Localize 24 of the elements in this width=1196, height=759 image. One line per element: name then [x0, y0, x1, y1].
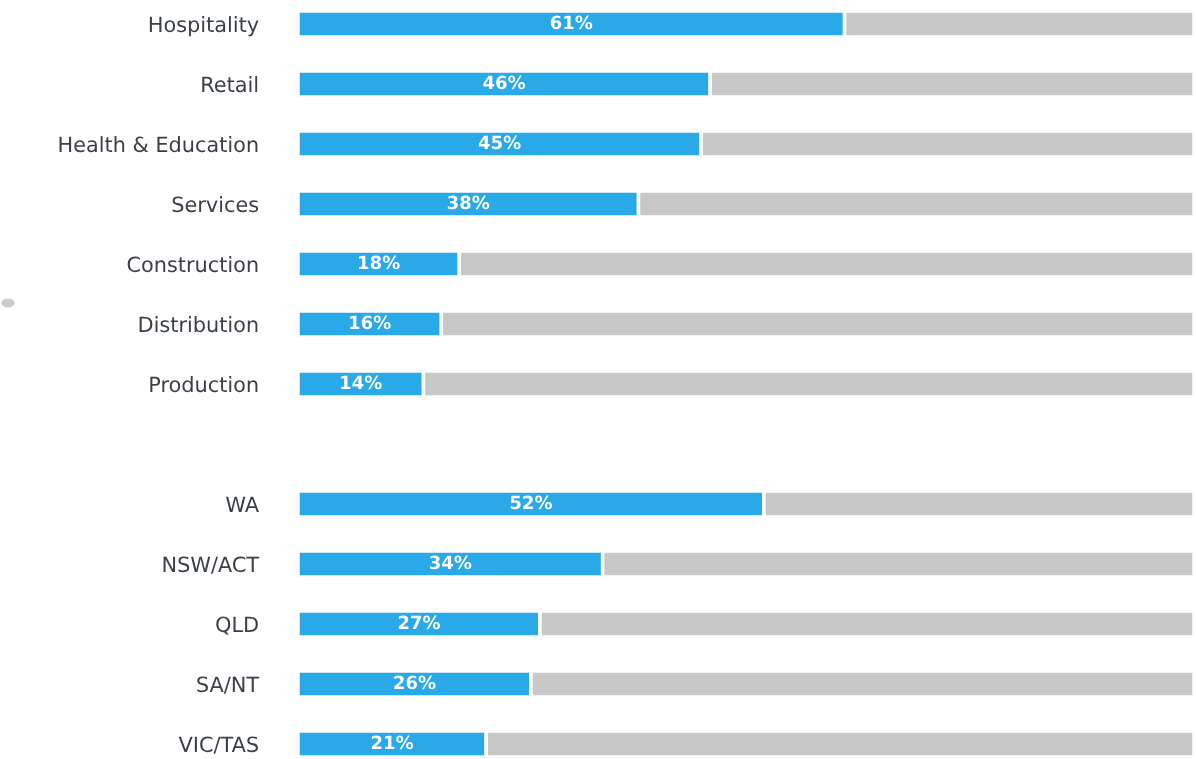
data-label: 14%	[341, 375, 382, 390]
data-label: 27%	[398, 615, 440, 630]
y-tick-label: WA	[226, 496, 259, 512]
y-tick-label: QLD	[216, 616, 258, 635]
data-label: 52%	[510, 495, 552, 510]
data-label: 16%	[350, 315, 391, 330]
y-tick-label: SA/NT	[197, 676, 260, 694]
y-tick-label: Hospitality	[149, 16, 259, 37]
y-tick-label: Production	[150, 376, 258, 393]
data-label: 34%	[429, 555, 472, 570]
data-label: 21%	[371, 735, 414, 750]
data-label: 38%	[447, 195, 490, 210]
y-tick-label: Services	[172, 196, 259, 213]
y-tick-label: VIC/TAS	[178, 736, 258, 754]
y-tick-label: Distribution	[139, 316, 258, 333]
data-label: 45%	[478, 135, 521, 150]
y-tick-label: NSW/ACT	[163, 556, 260, 574]
data-label: 46%	[483, 75, 526, 90]
data-label: 18%	[359, 255, 400, 270]
y-tick-label: Health & Education	[59, 136, 258, 153]
data-label: 26%	[394, 675, 436, 690]
y-tick-label: Construction	[127, 256, 258, 273]
y-tick-label: Retail	[202, 76, 258, 93]
data-label: 61%	[550, 15, 593, 30]
